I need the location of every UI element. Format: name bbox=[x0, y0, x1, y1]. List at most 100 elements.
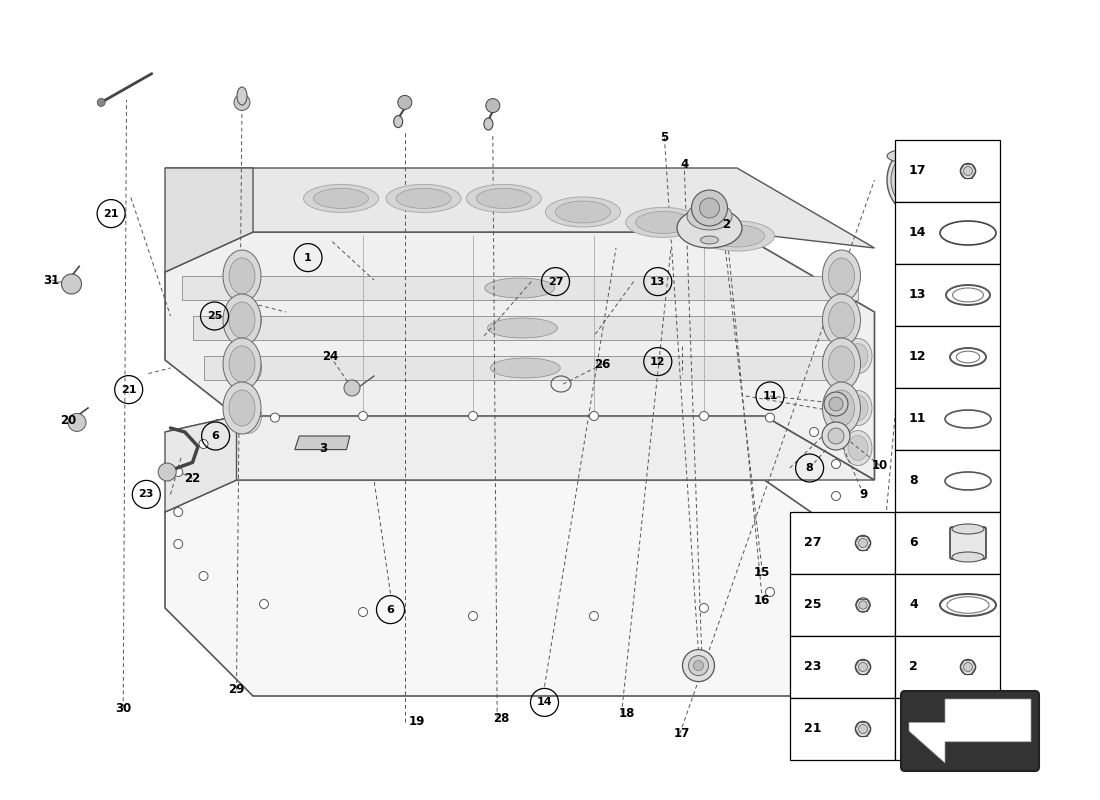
Circle shape bbox=[682, 650, 715, 682]
Text: 16: 16 bbox=[755, 594, 770, 606]
Ellipse shape bbox=[902, 166, 924, 194]
Circle shape bbox=[68, 414, 86, 431]
Circle shape bbox=[829, 397, 843, 411]
Ellipse shape bbox=[236, 87, 248, 105]
Text: 6: 6 bbox=[909, 537, 917, 550]
Text: 1: 1 bbox=[909, 722, 917, 735]
Circle shape bbox=[174, 539, 183, 549]
Text: 17: 17 bbox=[674, 727, 690, 740]
Ellipse shape bbox=[229, 258, 255, 294]
Text: 21: 21 bbox=[804, 722, 822, 735]
Ellipse shape bbox=[823, 382, 860, 434]
Polygon shape bbox=[192, 316, 853, 340]
Text: 6: 6 bbox=[386, 605, 395, 614]
Ellipse shape bbox=[844, 430, 872, 466]
Ellipse shape bbox=[487, 318, 558, 338]
Ellipse shape bbox=[556, 201, 610, 223]
Text: 29: 29 bbox=[229, 683, 244, 696]
Circle shape bbox=[174, 507, 183, 517]
Ellipse shape bbox=[848, 395, 868, 421]
Polygon shape bbox=[909, 699, 1031, 763]
Polygon shape bbox=[165, 416, 874, 480]
Ellipse shape bbox=[396, 188, 451, 208]
Bar bbox=[895, 388, 1000, 450]
Circle shape bbox=[964, 662, 972, 671]
Ellipse shape bbox=[466, 184, 541, 213]
Ellipse shape bbox=[485, 278, 554, 298]
Circle shape bbox=[766, 587, 774, 597]
Ellipse shape bbox=[823, 250, 860, 302]
Circle shape bbox=[832, 523, 840, 533]
Circle shape bbox=[810, 427, 818, 437]
Circle shape bbox=[858, 662, 868, 671]
Polygon shape bbox=[165, 168, 253, 272]
FancyBboxPatch shape bbox=[950, 527, 986, 559]
Text: 17: 17 bbox=[909, 165, 926, 178]
Text: 20: 20 bbox=[60, 414, 76, 426]
Circle shape bbox=[980, 725, 988, 733]
FancyBboxPatch shape bbox=[901, 691, 1040, 771]
Circle shape bbox=[693, 661, 704, 670]
Circle shape bbox=[700, 198, 719, 218]
Text: 23: 23 bbox=[804, 661, 822, 674]
Circle shape bbox=[199, 571, 208, 581]
Ellipse shape bbox=[314, 188, 369, 208]
Ellipse shape bbox=[844, 338, 872, 374]
Circle shape bbox=[689, 656, 708, 675]
Circle shape bbox=[359, 607, 367, 617]
Bar bbox=[895, 264, 1000, 326]
Ellipse shape bbox=[823, 294, 860, 346]
Text: 23: 23 bbox=[139, 490, 154, 499]
Ellipse shape bbox=[701, 236, 718, 244]
Ellipse shape bbox=[688, 202, 732, 230]
Circle shape bbox=[486, 98, 499, 113]
Text: 14: 14 bbox=[537, 698, 552, 707]
Text: 8: 8 bbox=[909, 474, 917, 487]
Ellipse shape bbox=[626, 207, 701, 238]
Circle shape bbox=[700, 603, 708, 613]
Bar bbox=[895, 140, 1000, 202]
Circle shape bbox=[858, 725, 868, 734]
Text: 22: 22 bbox=[185, 472, 200, 485]
Circle shape bbox=[828, 428, 844, 444]
Ellipse shape bbox=[386, 184, 461, 213]
Ellipse shape bbox=[891, 153, 935, 207]
Ellipse shape bbox=[238, 355, 257, 381]
Ellipse shape bbox=[229, 346, 255, 382]
Text: 30: 30 bbox=[116, 702, 131, 714]
Text: 11: 11 bbox=[762, 391, 778, 401]
Ellipse shape bbox=[952, 552, 984, 562]
Bar bbox=[790, 698, 895, 760]
Ellipse shape bbox=[828, 346, 855, 382]
Polygon shape bbox=[165, 416, 236, 512]
Text: 3: 3 bbox=[319, 442, 328, 454]
Ellipse shape bbox=[476, 188, 531, 208]
Ellipse shape bbox=[848, 343, 868, 369]
Text: europs: europs bbox=[295, 358, 629, 442]
Bar bbox=[895, 574, 1000, 636]
Text: 28: 28 bbox=[494, 712, 509, 725]
Circle shape bbox=[97, 98, 106, 106]
Text: 12: 12 bbox=[909, 350, 926, 363]
Text: 6: 6 bbox=[211, 431, 220, 441]
Polygon shape bbox=[295, 436, 350, 450]
Circle shape bbox=[590, 611, 598, 621]
Circle shape bbox=[359, 411, 367, 421]
Ellipse shape bbox=[223, 338, 261, 390]
Text: 19: 19 bbox=[409, 715, 425, 728]
Ellipse shape bbox=[844, 390, 872, 426]
Ellipse shape bbox=[491, 358, 560, 378]
Circle shape bbox=[469, 411, 477, 421]
Text: 4: 4 bbox=[680, 158, 689, 170]
Ellipse shape bbox=[700, 221, 774, 251]
Bar bbox=[895, 698, 1000, 760]
Ellipse shape bbox=[823, 338, 860, 390]
Ellipse shape bbox=[233, 350, 262, 386]
Bar bbox=[895, 636, 1000, 698]
Text: 31: 31 bbox=[44, 274, 59, 286]
Ellipse shape bbox=[828, 302, 855, 338]
Bar bbox=[790, 574, 895, 636]
Circle shape bbox=[260, 599, 268, 609]
Ellipse shape bbox=[223, 250, 261, 302]
Circle shape bbox=[856, 722, 871, 737]
